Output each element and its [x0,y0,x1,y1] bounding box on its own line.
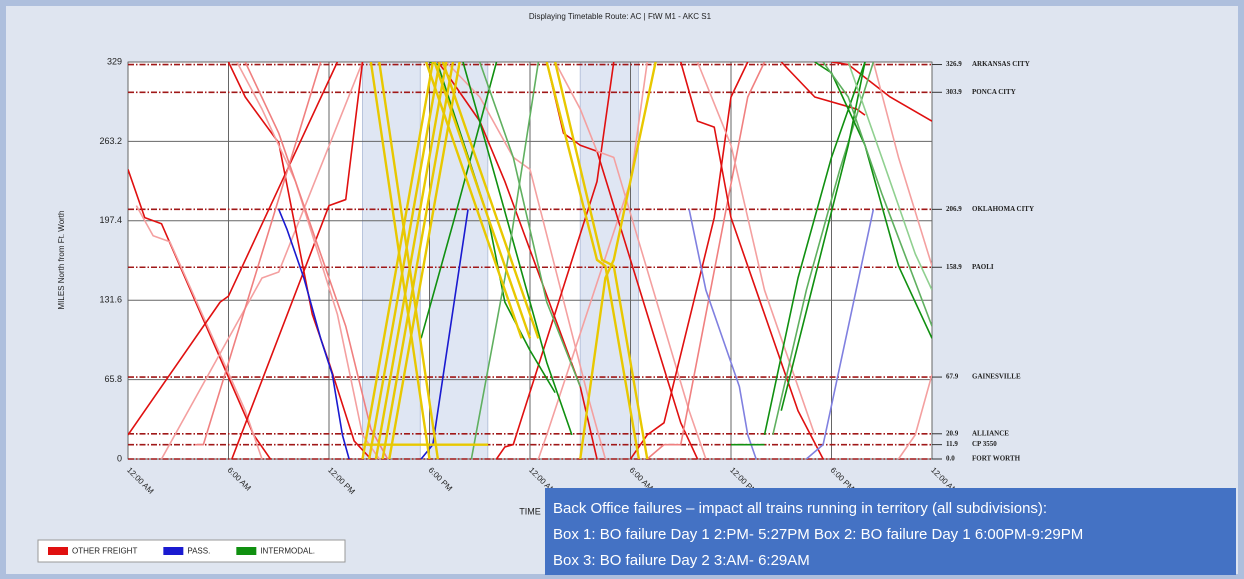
train-line [378,62,440,459]
y-tick-label: 329 [107,56,122,66]
train-line [374,62,448,459]
station-mile: 67.9 [946,373,959,381]
train-line [361,62,435,459]
train-line [553,62,649,459]
station-name: ARKANSAS CITY [972,60,1030,68]
train-line [244,62,389,459]
station-name: CP 3550 [972,440,997,448]
train-line [420,62,498,339]
train-line [433,62,532,339]
y-tick-label: 131.6 [99,295,122,305]
station-mile: 303.9 [946,88,962,96]
train-line [679,62,824,459]
train-line [160,62,364,459]
legend-swatch [163,547,184,555]
y-tick-label: 263.2 [99,136,122,146]
station-name: PONCA CITY [972,88,1016,96]
y-axis-title: MILES North from Ft. Worth [57,211,66,310]
chart-title: Displaying Timetable Route: AC | FtW M1 … [529,12,712,21]
train-line [470,62,540,459]
y-tick-label: 0 [117,453,122,463]
train-line [128,169,272,459]
station-mile: 0.0 [946,455,955,463]
annotation-box [545,488,1236,575]
train-line [688,209,757,459]
station-mile: 11.9 [946,440,958,448]
train-line [822,62,932,327]
station-mile: 20.9 [946,429,959,437]
train-line [780,62,866,411]
train-line [545,62,641,459]
train-line [369,62,431,459]
legend [37,539,346,563]
train-line [195,62,322,446]
train-line [579,62,657,459]
station-name: ALLIANCE [972,429,1009,437]
train-line [696,62,816,436]
train-line [537,62,649,459]
station-name: OKLAHOMA CITY [972,205,1034,213]
train-line [368,62,441,459]
legend-label: INTERMODAL. [260,547,315,556]
train-line [441,62,540,339]
station-mile: 326.9 [946,60,962,68]
train-line [872,62,932,267]
train-line [231,62,364,459]
train-line [897,374,932,459]
train-line [135,205,263,459]
annotation-line: Box 1: BO failure Day 1 2:PM- 5:27PM Box… [553,526,1083,543]
annotation-line: Box 3: BO failure Day 2 3:AM- 6:29AM [553,552,810,569]
x-axis-title: TIME [519,506,541,516]
station-mile: 158.9 [946,263,962,271]
train-line [278,209,350,459]
train-line [554,62,707,459]
train-line [495,62,615,459]
station-name: PAOLI [972,263,994,271]
y-tick-label: 65.8 [104,374,122,384]
train-line [772,62,875,436]
annotation-line: Back Office failures – impact all trains… [553,500,1047,517]
train-line [780,62,866,116]
train-line [831,62,932,122]
y-tick-label: 197.4 [99,215,122,225]
legend-swatch [48,547,68,555]
station-mile: 206.9 [946,205,962,213]
train-line [381,62,455,459]
station-name: FORT WORTH [972,455,1021,463]
train-line [227,62,372,459]
train-line [646,62,766,459]
train-line [445,62,607,459]
train-line [847,62,932,291]
train-line [128,62,339,436]
train-line [805,209,875,459]
legend-swatch [236,547,257,555]
train-line [462,62,573,436]
legend-label: PASS. [187,547,210,556]
station-name: GAINESVILLE [972,373,1021,381]
train-line [478,62,581,387]
legend-label: OTHER FREIGHT [72,547,137,556]
train-line [425,62,523,339]
